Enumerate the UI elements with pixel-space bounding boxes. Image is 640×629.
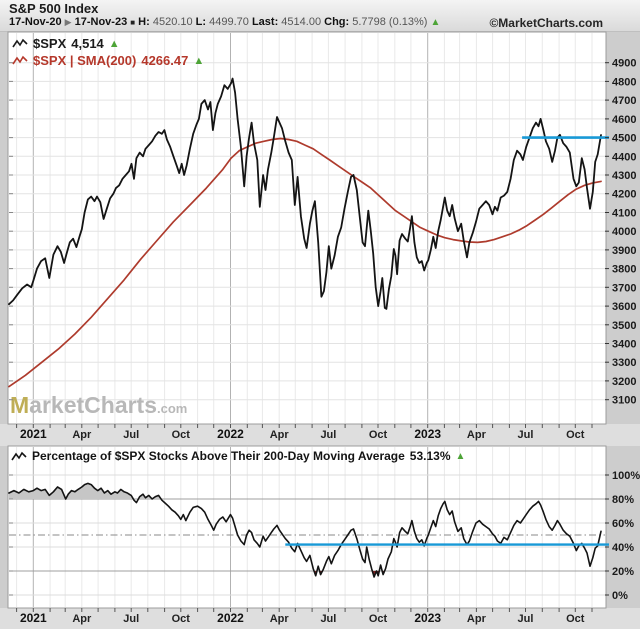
svg-text:20%: 20%	[612, 566, 634, 578]
bullet-icon: ■	[130, 18, 136, 27]
legend-spx-label: $SPX	[33, 36, 67, 51]
svg-text:Apr: Apr	[72, 613, 92, 625]
line-series-icon	[12, 38, 28, 48]
page-title: S&P 500 Index	[9, 1, 99, 16]
svg-text:40%: 40%	[612, 542, 634, 554]
breadth-value: 53.13%	[409, 449, 451, 463]
high-label: H:	[138, 16, 150, 28]
svg-text:Apr: Apr	[270, 429, 290, 441]
svg-text:3900: 3900	[612, 245, 636, 257]
svg-text:3300: 3300	[612, 357, 636, 369]
svg-text:4600: 4600	[612, 114, 636, 126]
up-triangle-icon: ▲	[430, 17, 441, 28]
up-triangle-icon: ▲	[455, 450, 466, 462]
svg-text:Jul: Jul	[123, 429, 139, 441]
svg-text:Apr: Apr	[270, 613, 290, 625]
lower-xaxis-strip	[0, 608, 640, 629]
svg-text:3500: 3500	[612, 320, 636, 332]
xaxis-labels: 2021 2021 Apr Apr Jul Jul Oct Oct 2022 2022 Apr Apr…	[20, 427, 585, 625]
svg-text:3600: 3600	[612, 301, 636, 313]
watermark: MarketCharts.com	[10, 392, 187, 418]
svg-text:Oct: Oct	[369, 429, 388, 441]
breadth-title: Percentage of $SPX Stocks Above Their 20…	[32, 449, 405, 463]
legend-spx-value: 4,514	[71, 36, 104, 51]
legend-item-spx[interactable]: $SPX 4,514 ▲	[12, 35, 204, 52]
main-yaxis-labels: 3100 3200 3300 3400 3500 3600 3700 3800 3900 4000…	[9, 58, 636, 407]
chart-legend: $SPX 4,514 ▲ $SPX | SMA(200) 4266.47 ▲	[12, 35, 204, 69]
overbought-fill	[9, 483, 601, 500]
svg-text:2023: 2023	[414, 427, 441, 441]
svg-text:Apr: Apr	[467, 613, 487, 625]
svg-text:Oct: Oct	[566, 613, 585, 625]
svg-text:100%: 100%	[612, 470, 640, 482]
svg-text:Jul: Jul	[123, 613, 139, 625]
svg-text:4300: 4300	[612, 170, 636, 182]
svg-text:2022: 2022	[217, 427, 244, 441]
svg-text:4900: 4900	[612, 58, 636, 70]
svg-text:2021: 2021	[20, 611, 47, 625]
last-value: 4514.00	[281, 16, 322, 28]
svg-text:Apr: Apr	[467, 429, 487, 441]
svg-text:4700: 4700	[612, 95, 636, 107]
svg-text:2023: 2023	[414, 611, 441, 625]
xaxis-tick-marks	[16, 424, 593, 612]
low-value: 4499.70	[209, 16, 249, 28]
sma-200-line[interactable]	[8, 137, 602, 388]
chg-label: Chg:	[324, 16, 350, 28]
breadth-indicator-header[interactable]: Percentage of $SPX Stocks Above Their 20…	[11, 449, 465, 463]
high-value: 4520.10	[152, 16, 193, 28]
svg-text:Oct: Oct	[172, 613, 191, 625]
svg-text:Oct: Oct	[172, 429, 191, 441]
legend-item-sma[interactable]: $SPX | SMA(200) 4266.47 ▲	[12, 52, 204, 69]
svg-text:Jul: Jul	[518, 429, 534, 441]
svg-text:Jul: Jul	[320, 613, 336, 625]
breadth-line[interactable]	[8, 482, 602, 578]
legend-sma-value: 4266.47	[141, 53, 189, 68]
svg-text:4500: 4500	[612, 133, 636, 145]
main-xaxis-strip	[0, 424, 640, 446]
main-plot-area	[7, 31, 607, 425]
svg-text:3100: 3100	[612, 395, 636, 407]
svg-text:4400: 4400	[612, 151, 636, 163]
lower-plot-area	[7, 445, 607, 609]
legend-sma-label: $SPX | SMA(200)	[33, 53, 137, 68]
range-end: 17-Nov-23	[74, 16, 128, 28]
svg-text:Oct: Oct	[369, 613, 388, 625]
line-series-icon	[11, 451, 27, 460]
svg-text:4200: 4200	[612, 189, 636, 201]
last-label: Last:	[251, 16, 279, 28]
quote-stats: 17-Nov-20 ▶ 17-Nov-23 ■ H: 4520.10 L: 44…	[9, 16, 440, 28]
range-arrow-icon: ▶	[64, 17, 72, 27]
svg-text:Jul: Jul	[320, 429, 336, 441]
svg-text:3200: 3200	[612, 376, 636, 388]
svg-text:Oct: Oct	[566, 429, 585, 441]
spx-price-line[interactable]	[8, 77, 602, 310]
up-triangle-icon: ▲	[108, 37, 120, 50]
range-start: 17-Nov-20	[9, 16, 62, 28]
vertical-gridlines	[16, 33, 593, 607]
svg-text:60%: 60%	[612, 518, 634, 530]
svg-text:2021: 2021	[20, 427, 47, 441]
svg-text:Apr: Apr	[72, 429, 92, 441]
lower-yaxis-labels: 0% 20% 40% 60% 80% 100%	[9, 470, 640, 602]
up-triangle-icon: ▲	[193, 54, 205, 67]
svg-text:4100: 4100	[612, 208, 636, 220]
line-series-icon	[12, 55, 28, 65]
low-label: L:	[195, 16, 207, 28]
chg-value: 5.7798 (0.13%)	[352, 16, 428, 28]
svg-text:3700: 3700	[612, 282, 636, 294]
svg-text:Jul: Jul	[518, 613, 534, 625]
svg-text:3800: 3800	[612, 264, 636, 276]
svg-text:4000: 4000	[612, 226, 636, 238]
svg-text:2022: 2022	[217, 611, 244, 625]
svg-text:4800: 4800	[612, 76, 636, 88]
main-horizontal-gridlines	[9, 62, 605, 401]
svg-text:80%: 80%	[612, 494, 634, 506]
copyright: ©MarketCharts.com	[489, 16, 603, 30]
svg-text:0%: 0%	[612, 590, 628, 602]
chart-header: S&P 500 Index 17-Nov-20 ▶ 17-Nov-23 ■ H:…	[0, 0, 640, 32]
svg-text:3400: 3400	[612, 339, 636, 351]
